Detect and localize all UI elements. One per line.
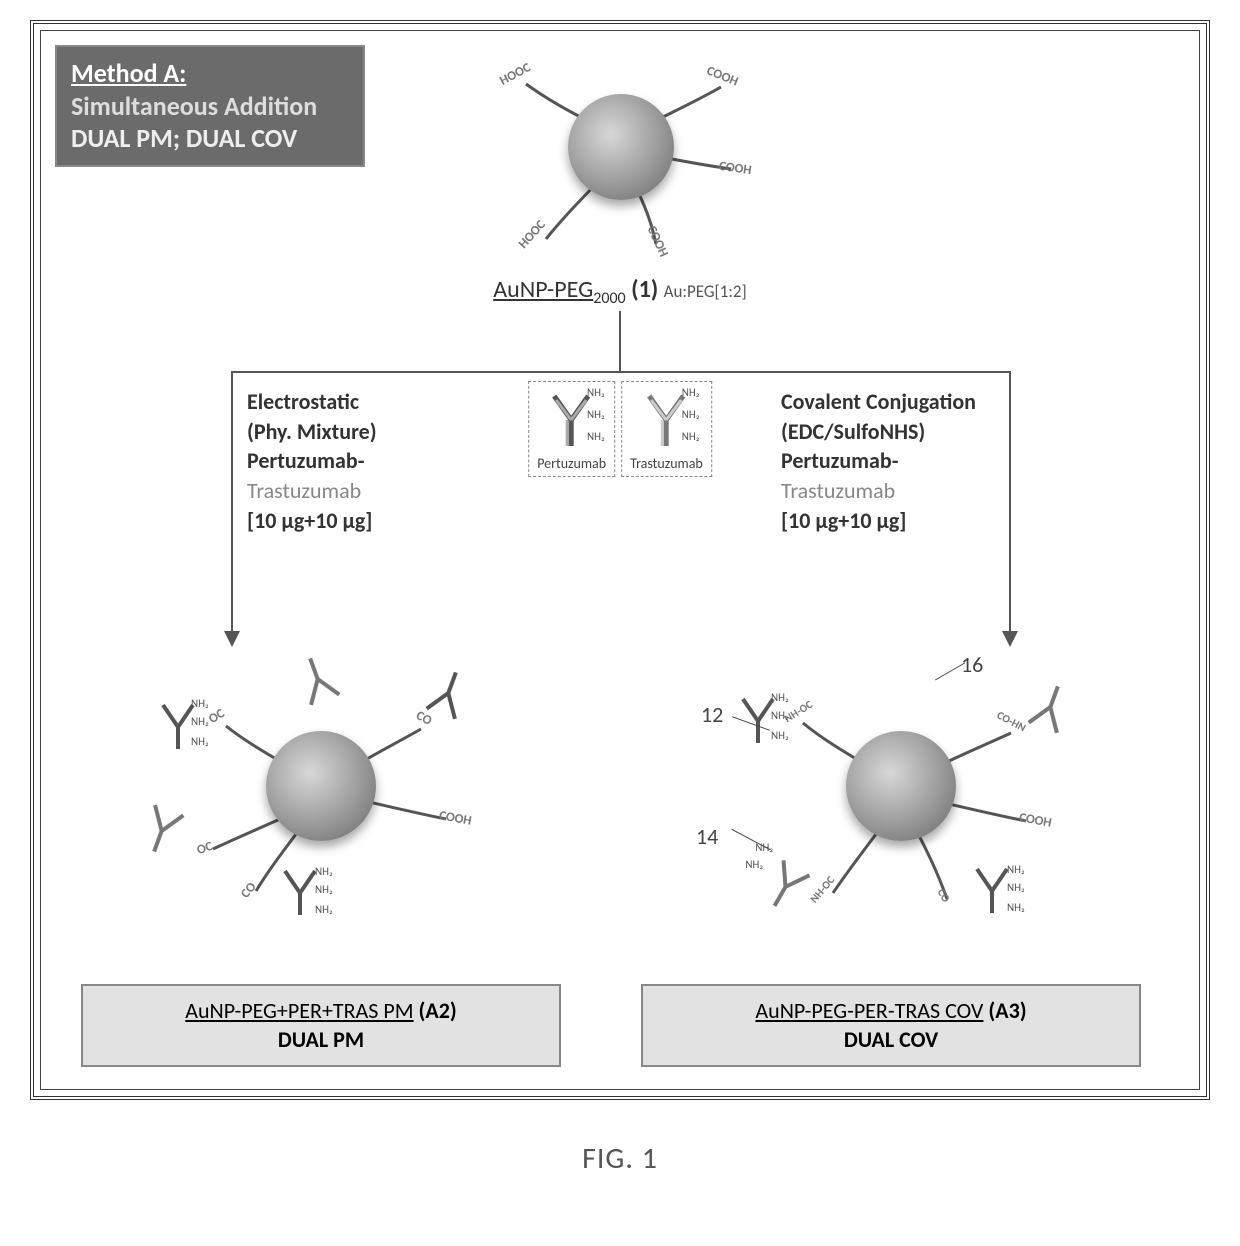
method-line2: Simultaneous Addition — [71, 90, 349, 123]
pertuzumab-icon: NH₂ NH₂ NH₂ — [545, 390, 599, 446]
method-a-box: Method A: Simultaneous Addition DUAL PM;… — [55, 45, 365, 167]
method-title: Method A: — [71, 57, 349, 90]
method-line3: DUAL PM; DUAL COV — [71, 122, 349, 155]
nanoparticle-dual-pm: OC CO COOH OC CO NH₂ NH₂ NH₂ — [141, 641, 501, 931]
trastuzumab-label: Trastuzumab — [630, 455, 703, 472]
ab-mini-r1: NH₂ NH₂ NH₂ — [729, 691, 787, 749]
trastuzumab-icon: NH₂ NH₂ NH₂ — [639, 390, 693, 446]
nanoparticle-top: HOOC COOH COOH COOH HOOC — [491, 39, 751, 254]
np-top-caption: AuNP-PEG2000 (1) Au:PEG[1:2] — [493, 275, 747, 308]
trastuzumab-box: NH₂ NH₂ NH₂ Trastuzumab — [621, 381, 712, 477]
arrow-horizontal — [231, 371, 1011, 373]
left-branch-text: Electrostatic (Phy. Mixture) Pertuzumab-… — [247, 387, 507, 535]
ab-mini-l5: NH₂ NH₂ NH₂ — [271, 863, 329, 921]
figure-caption: FIG. 1 — [20, 1140, 1220, 1177]
figure-inner: Method A: Simultaneous Addition DUAL PM;… — [40, 30, 1200, 1090]
product-box-dual-pm: AuNP-PEG+PER+TRAS PM (A2) DUAL PM — [81, 984, 561, 1067]
gold-sphere-left — [266, 731, 376, 841]
np-name: AuNP-PEG2000 — [493, 275, 625, 304]
arrow-stem-down — [619, 311, 621, 371]
pertuzumab-box: NH₂ NH₂ NH₂ Pertuzumab — [528, 381, 615, 477]
product-box-dual-cov: AuNP-PEG-PER-TRAS COV (A3) DUAL COV — [641, 984, 1141, 1067]
ab-mini-l1: NH₂ NH₂ NH₂ — [149, 697, 207, 755]
figure-frame: Method A: Simultaneous Addition DUAL PM;… — [30, 20, 1210, 1100]
gold-sphere-top — [568, 94, 674, 200]
callout-14: 14 — [696, 823, 718, 850]
callout-12: 12 — [701, 701, 723, 728]
arrow-vertical-left — [231, 371, 233, 631]
antibody-center-group: NH₂ NH₂ NH₂ Pertuzumab NH₂ — [528, 381, 712, 477]
nanoparticle-dual-cov: NH-OC CO-HN COOH NH-OC CO NH₂ NH₂ NH₂ NH… — [721, 641, 1081, 931]
pertuzumab-label: Pertuzumab — [537, 455, 606, 472]
callout-16: 16 — [961, 651, 983, 678]
gold-sphere-right — [846, 731, 956, 841]
ab-mini-r4: NH₂ NH₂ NH₂ — [963, 861, 1021, 919]
right-branch-text: Covalent Conjugation (EDC/SulfoNHS) Pert… — [781, 387, 1061, 535]
